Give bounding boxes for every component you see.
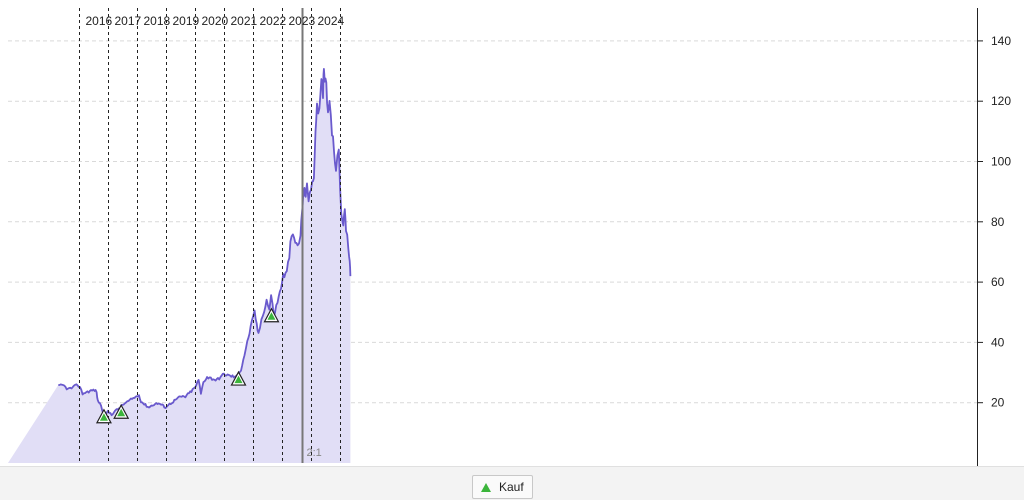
year-label: 2018 xyxy=(144,14,171,28)
year-label: 2019 xyxy=(173,14,200,28)
y-tick-label: 20 xyxy=(991,396,1005,410)
price-area-fill xyxy=(8,68,351,464)
green-triangle-icon xyxy=(481,482,491,492)
year-label: 2016 xyxy=(86,14,113,28)
green-triangle-icon xyxy=(267,312,276,320)
y-axis: 20 40 60 80 100 120 140 xyxy=(977,8,1011,466)
legend-label: Kauf xyxy=(499,480,524,494)
year-label: 2021 xyxy=(231,14,258,28)
green-triangle-icon xyxy=(234,375,243,384)
year-lines xyxy=(79,8,341,463)
y-tick-label: 140 xyxy=(991,34,1011,48)
green-triangle-icon xyxy=(117,408,126,417)
year-label: 2017 xyxy=(115,14,142,28)
y-tick-label: 40 xyxy=(991,335,1005,349)
year-label: 2022 xyxy=(260,14,287,28)
buy-markers[interactable] xyxy=(95,307,280,424)
year-label: 2023 xyxy=(289,14,316,28)
year-label: 2024 xyxy=(318,14,345,28)
buy-marker[interactable] xyxy=(230,370,247,386)
y-tick-label: 80 xyxy=(991,215,1005,229)
y-tick-label: 120 xyxy=(991,94,1011,108)
buy-marker[interactable] xyxy=(263,307,280,323)
y-tick-label: 60 xyxy=(991,275,1005,289)
grid xyxy=(8,40,977,404)
buy-marker[interactable] xyxy=(113,403,130,419)
split-label: 2:1 xyxy=(307,447,322,459)
year-label: 2020 xyxy=(202,14,229,28)
legend-bar: Kauf xyxy=(0,466,1024,500)
year-labels: 2016 2017 2018 2019 2020 2021 2022 2023 2024 2:1 xyxy=(86,14,345,459)
y-tick-label: 100 xyxy=(991,155,1011,169)
green-triangle-icon xyxy=(99,413,108,421)
price-area xyxy=(8,68,352,464)
legend-item-kauf[interactable]: Kauf xyxy=(472,475,533,499)
buy-marker[interactable] xyxy=(95,408,112,424)
